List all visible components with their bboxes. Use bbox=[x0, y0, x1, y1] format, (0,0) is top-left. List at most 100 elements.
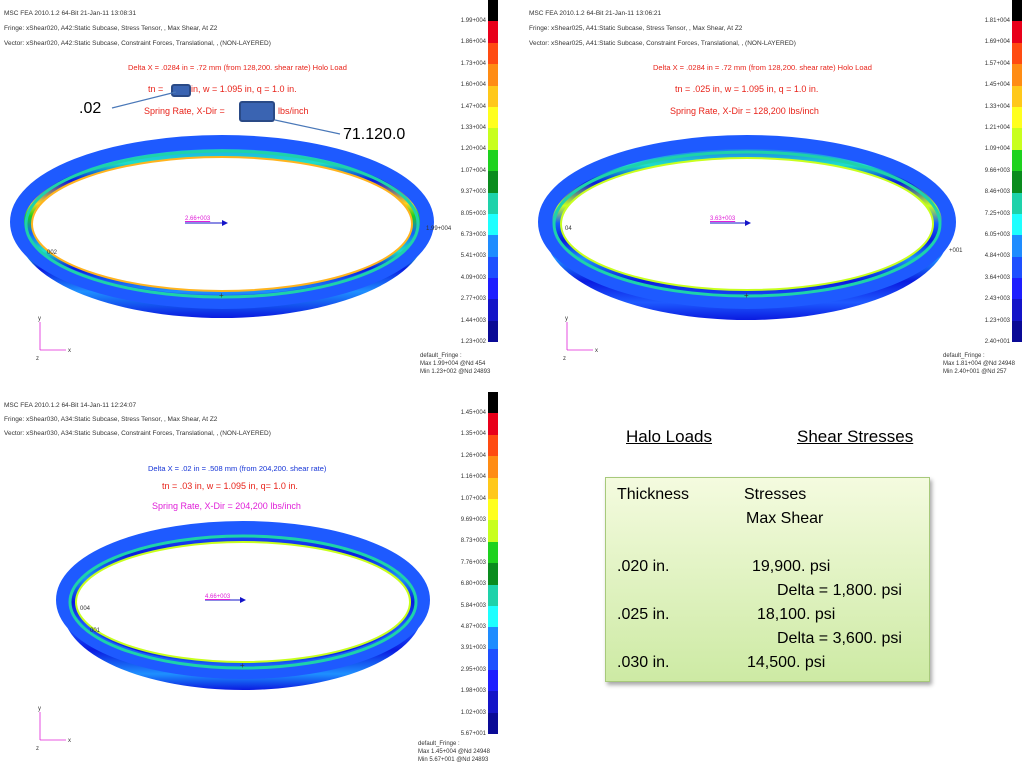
panel-1-scale-tick: 1.86+004 bbox=[460, 39, 486, 46]
panel-2-scale-swatch bbox=[1012, 299, 1022, 321]
panel-1-scale-tick: 1.47+004 bbox=[460, 103, 486, 110]
panel-3-scale-ticks: 1.45+004 1.35+004 1.26+004 1.16+004 1.07+004… bbox=[420, 392, 486, 762]
panel-1-scale-tick: 1.20+004 bbox=[460, 146, 486, 153]
panel-1-tn-prefix: tn = bbox=[148, 84, 164, 94]
panel-2-ring-rim bbox=[552, 150, 942, 298]
panel-2-scale-tick: 1.45+004 bbox=[984, 82, 1010, 89]
panel-3-title: Delta X = .02 in = .508 mm (from 204,200… bbox=[148, 464, 327, 473]
fea-panel-2: MSC FEA 2010.1.2 64-Bit 21-Jan-11 13:06:… bbox=[525, 0, 1024, 385]
row-1-stress: 19,900. psi bbox=[752, 558, 831, 575]
panel-3-ring-label-2: 004 bbox=[80, 606, 91, 612]
panel-3-axis-y-label: y bbox=[38, 706, 41, 712]
panel-1-axis-z-label: z bbox=[36, 356, 39, 362]
panel-1-axis-y-label: y bbox=[38, 316, 41, 322]
panel-3-scale-tick: 1.45+004 bbox=[460, 410, 486, 416]
thickness-annotation: .02 bbox=[79, 100, 102, 117]
panel-1-ring-rim bbox=[24, 149, 420, 299]
panel-2-ring-label-1: 3.63+003 bbox=[710, 216, 736, 222]
panel-1-scale-swatch bbox=[488, 320, 498, 343]
panel-1-spring-prefix: Spring Rate, X-Dir = bbox=[144, 106, 225, 116]
panel-1-spring-box bbox=[239, 101, 275, 122]
panel-2-color-scale bbox=[1012, 0, 1022, 343]
panel-2-vector-arrowhead bbox=[745, 220, 751, 226]
panel-2-scale-tick: 1.57+004 bbox=[984, 60, 1010, 67]
thickness-arrow bbox=[111, 91, 177, 109]
row-2-delta: Delta = 3,600. psi bbox=[777, 630, 902, 647]
stress-summary-table: Thickness Stresses Max Shear .020 in. 19… bbox=[605, 477, 930, 682]
panel-2-scale-swatch bbox=[1012, 0, 1022, 22]
panel-3-ring-inner bbox=[75, 541, 411, 663]
spring-rate-arrow bbox=[274, 119, 341, 135]
panel-3-tn-line: tn = .03 in, w = 1.095 in, q= 1.0 in. bbox=[162, 481, 298, 491]
panel-3-scale-tick: 7.76+003 bbox=[460, 559, 486, 566]
panel-1-scale-tick: 1.60+004 bbox=[460, 82, 486, 89]
panel-3-scale-tick: 1.07+004 bbox=[460, 495, 486, 502]
panel-3-scale-tick: 1.02+003 bbox=[460, 709, 486, 716]
panel-3-legend-title: default_Fringe : bbox=[418, 741, 460, 747]
row-2-thickness: .025 in. bbox=[617, 606, 670, 623]
panel-1-axis-x-label: x bbox=[68, 348, 71, 354]
panel-1-scale-tick: 1.33+004 bbox=[460, 125, 486, 131]
panel-2-ring-label-2: +001 bbox=[949, 248, 963, 254]
row-1-thickness: .020 in. bbox=[617, 558, 670, 575]
panel-3-ring-label-1: 4.66+003 bbox=[205, 594, 231, 600]
panel-3-scale-tick: 8.73+003 bbox=[460, 538, 486, 545]
panel-3-ring-label-3: 001 bbox=[90, 628, 101, 634]
panel-1-scale-swatch bbox=[488, 149, 498, 172]
panel-3-scale-swatch bbox=[488, 691, 498, 713]
panel-3-scale-swatch bbox=[488, 434, 498, 457]
panel-2-scale-swatch bbox=[1012, 278, 1022, 300]
panel-3-scale-swatch bbox=[488, 456, 498, 478]
panel-3-scale-swatch bbox=[488, 670, 498, 692]
panel-1-scale-tick: 8.05+003 bbox=[460, 210, 486, 217]
panel-1-tn-suffix: in, w = 1.095 in, q = 1.0 in. bbox=[191, 84, 297, 94]
panel-1-center-mark: + bbox=[219, 291, 224, 300]
panel-1-scale-swatch bbox=[488, 21, 498, 43]
panel-1-scale-tick: 1.23+002 bbox=[460, 339, 486, 345]
panel-2-scale-swatch bbox=[1012, 64, 1022, 86]
panel-3-ring-top bbox=[56, 521, 430, 679]
panel-1-title: Delta X = .0284 in = .72 mm (from 128,20… bbox=[128, 63, 347, 72]
panel-1-ring-label-3: 002 bbox=[47, 250, 58, 256]
panel-2-axis-y-label: y bbox=[565, 316, 568, 322]
panel-2-axis-z-label: z bbox=[563, 356, 566, 362]
panel-3-scale-swatch bbox=[488, 413, 498, 435]
panel-3-scale-tick: 5.67+001 bbox=[460, 731, 486, 737]
panel-1-ring-top bbox=[10, 135, 434, 309]
panel-2-scale-tick: 4.84+003 bbox=[984, 253, 1010, 260]
panel-2-scale-tick: 7.25+003 bbox=[984, 210, 1010, 217]
panel-3-axis-z-label: z bbox=[36, 746, 39, 752]
panel-3-axis-x-label: x bbox=[68, 738, 71, 744]
panel-1-thickness-box bbox=[171, 84, 191, 97]
annotation-arrows bbox=[111, 91, 341, 135]
panel-2-header-3: Vector: xShear025, A41:Static Subcase, C… bbox=[529, 40, 796, 47]
panel-1-legend-max: Max 1.99+004 @Nd 454 bbox=[420, 361, 486, 367]
panel-3-header-1: MSC FEA 2010.1.2 64-Bit 14-Jan-11 12:24:… bbox=[4, 402, 137, 409]
panel-2-tn-line: tn = .025 in, w = 1.095 in, q = 1.0 in. bbox=[675, 84, 819, 94]
panel-2-scale-swatch bbox=[1012, 106, 1022, 129]
panel-3-scale-tick: 3.91+003 bbox=[460, 645, 486, 652]
panel-3-scale-swatch bbox=[488, 712, 498, 735]
panel-1-scale-swatch bbox=[488, 106, 498, 129]
panel-1-scale-tick: 5.41+003 bbox=[460, 253, 486, 260]
panel-2-scale-swatch bbox=[1012, 21, 1022, 43]
col-stresses-header: Stresses bbox=[744, 486, 807, 503]
panel-1-scale-swatch bbox=[488, 85, 498, 107]
panel-3-ring: + x y z bbox=[36, 521, 430, 752]
row-1-delta: Delta = 1,800. psi bbox=[777, 582, 902, 599]
panel-2-scale-tick: 1.21+004 bbox=[984, 125, 1010, 131]
panel-1-scale-swatch bbox=[488, 42, 498, 65]
panel-1-scale-swatch bbox=[488, 235, 498, 257]
panel-3-scale-tick: 2.95+003 bbox=[460, 666, 486, 673]
panel-2-scale-tick: 1.33+004 bbox=[984, 103, 1010, 110]
panel-1-scale-tick: 1.73+004 bbox=[460, 60, 486, 67]
panel-3-scale-tick: 6.80+003 bbox=[460, 581, 486, 588]
panel-1-scale-swatch bbox=[488, 213, 498, 236]
panel-3-scale-swatch bbox=[488, 498, 498, 521]
panel-3-scale-tick: 1.98+003 bbox=[460, 688, 486, 695]
panel-2-scale-tick: 1.69+004 bbox=[984, 39, 1010, 46]
panel-2-scale-tick: 1.09+004 bbox=[984, 146, 1010, 153]
panel-1-scale-tick: 9.37+003 bbox=[460, 189, 486, 196]
panel-2-scale-tick: 9.66+003 bbox=[984, 167, 1010, 174]
row-3-thickness: .030 in. bbox=[617, 654, 670, 671]
